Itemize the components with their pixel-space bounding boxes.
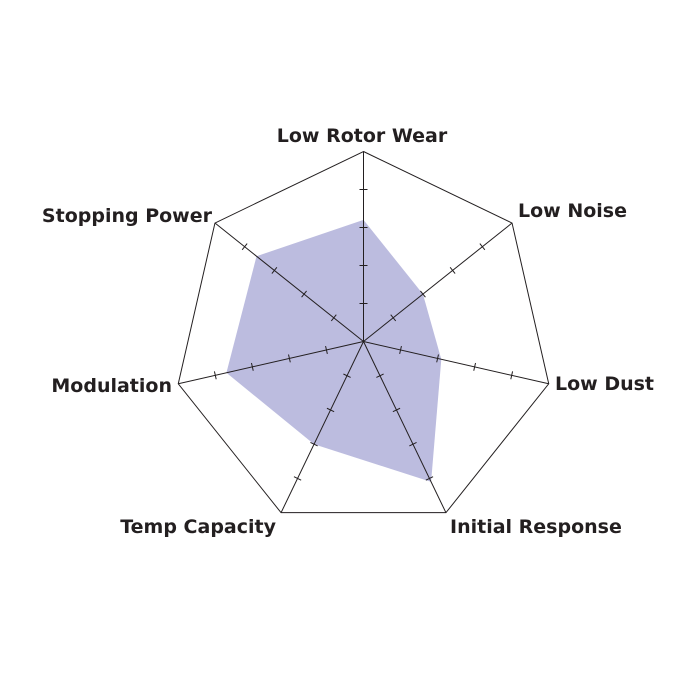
axis-tick	[310, 442, 318, 447]
axis-tick	[510, 371, 514, 380]
axis-tick	[325, 345, 328, 354]
axis-tick	[425, 476, 434, 481]
axis-tick	[288, 354, 291, 363]
axis-line	[363, 341, 549, 385]
axis-tick	[436, 354, 439, 363]
axis-tick	[392, 407, 401, 413]
axis-tick	[326, 407, 335, 413]
axis-tick	[409, 442, 417, 447]
data-area	[226, 219, 442, 482]
axis-label: Initial Response	[450, 516, 622, 538]
axis-tick	[213, 371, 217, 380]
axis-label: Low Noise	[518, 200, 627, 222]
axis-line	[178, 341, 364, 385]
axis-line	[214, 222, 364, 342]
axis-tick	[301, 290, 307, 298]
axis-tick	[390, 314, 397, 322]
axis-tick	[250, 362, 254, 371]
axis-label: Temp Capacity	[120, 516, 276, 538]
outer-frame	[177, 150, 550, 514]
axis-label: Stopping Power	[42, 205, 213, 227]
axis-tick	[473, 362, 477, 371]
axis-line	[280, 341, 364, 513]
axis-tick	[271, 266, 278, 274]
axis-line	[363, 341, 447, 513]
axis-tick	[420, 290, 426, 298]
axis-tick	[241, 243, 248, 251]
axis-tick	[293, 476, 302, 481]
axis-tick	[399, 345, 402, 354]
axis-tick	[330, 314, 337, 322]
axis-tick	[376, 373, 384, 378]
axis-label: Low Dust	[555, 373, 654, 395]
axis-tick	[479, 243, 486, 251]
axis-label: Modulation	[51, 375, 172, 397]
axis-tick	[449, 266, 456, 274]
axis-line	[363, 222, 513, 342]
axis-tick	[343, 373, 351, 378]
axis-label: Low Rotor Wear	[277, 125, 448, 147]
